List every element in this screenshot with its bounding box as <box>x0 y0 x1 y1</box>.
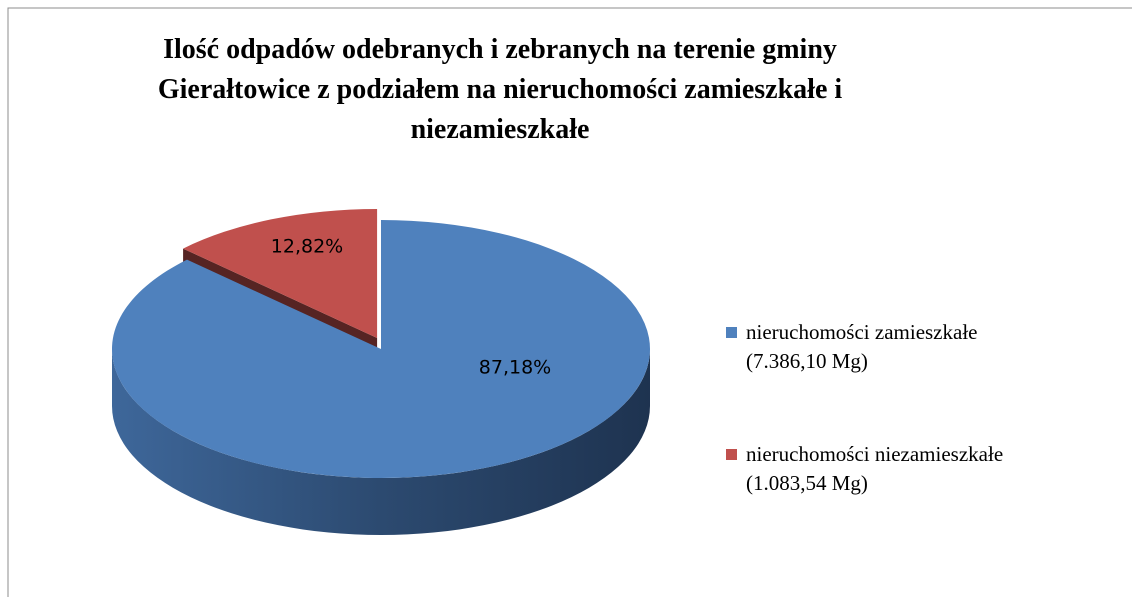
pie-slice <box>112 220 651 478</box>
legend-label: nieruchomości niezamieszkałe (1.083,54 M… <box>746 442 1004 495</box>
data-label: 12,82% <box>271 236 343 258</box>
pie-side <box>112 349 650 535</box>
legend-swatch <box>726 327 737 338</box>
pie-slice <box>183 208 378 338</box>
chart-border <box>7 7 1132 597</box>
legend-label: nieruchomości zamieszkałe (7.386,10 Mg) <box>746 320 978 373</box>
legend-entry: nieruchomości niezamieszkałe (1.083,54 M… <box>726 440 1036 498</box>
legend-entry: nieruchomości zamieszkałe (7.386,10 Mg) <box>726 318 1036 376</box>
data-label: 87,18% <box>479 357 551 379</box>
chart-title: Ilość odpadów odebranych i zebranych na … <box>157 34 843 145</box>
legend-swatch <box>726 449 737 460</box>
